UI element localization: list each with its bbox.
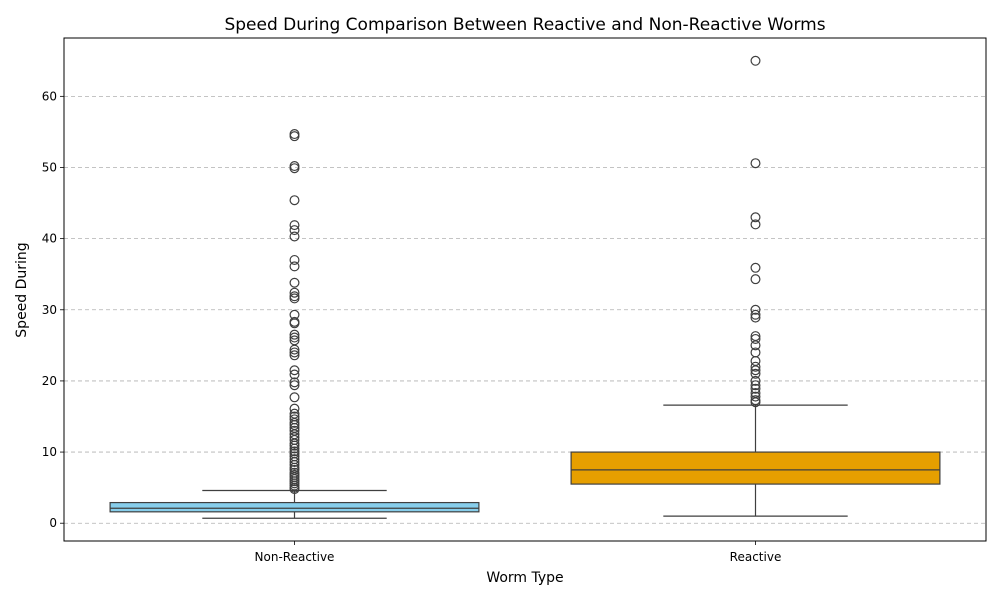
outlier-point: [289, 459, 300, 470]
outlier-point: [750, 383, 761, 394]
outlier-point: [289, 231, 300, 242]
outlier-point: [750, 158, 761, 169]
outlier-point: [750, 361, 761, 372]
outlier-point: [289, 403, 300, 414]
iqr-box: [570, 451, 941, 485]
outlier-point: [289, 332, 300, 343]
outlier-point: [289, 369, 300, 380]
outlier-point: [289, 350, 300, 361]
x-axis-ticks: Non-Reactive Reactive: [255, 541, 782, 564]
outlier-point: [289, 220, 300, 231]
outlier-point: [289, 457, 300, 468]
outlier-point: [289, 131, 300, 142]
x-axis-label: Worm Type: [486, 570, 563, 586]
y-tick-label: 10: [42, 445, 57, 459]
x-tick-label: Reactive: [730, 550, 782, 564]
outlier-point: [289, 443, 300, 454]
outlier-point: [289, 329, 300, 340]
outlier-point: [289, 195, 300, 206]
outlier-point: [750, 368, 761, 379]
box-non-reactive: [109, 129, 480, 519]
outlier-point: [750, 55, 761, 66]
outlier-point: [289, 347, 300, 358]
chart-title: Speed During Comparison Between Reactive…: [224, 15, 825, 35]
outlier-point: [289, 163, 300, 174]
outlier-point: [750, 219, 761, 230]
outlier-point: [750, 340, 761, 351]
outlier-point: [289, 365, 300, 376]
outlier-point: [750, 274, 761, 285]
outlier-point: [750, 304, 761, 315]
y-tick-label: 60: [42, 89, 57, 103]
outlier-point: [289, 254, 300, 265]
box-reactive: [570, 55, 941, 517]
y-tick-label: 20: [42, 374, 57, 388]
y-axis-label: Speed During: [14, 242, 30, 337]
outlier-point: [289, 293, 300, 304]
outlier-point: [750, 312, 761, 323]
outlier-point: [289, 377, 300, 388]
outlier-point: [289, 277, 300, 288]
outlier-point: [750, 333, 761, 344]
y-tick-label: 30: [42, 303, 57, 317]
y-tick-label: 50: [42, 160, 57, 174]
outlier-point: [289, 318, 300, 329]
outlier-point: [750, 365, 761, 376]
outlier-point: [289, 392, 300, 403]
outlier-point: [289, 225, 300, 236]
outlier-point: [750, 397, 761, 408]
outlier-point: [750, 391, 761, 402]
outlier-point: [289, 261, 300, 272]
outlier-point: [289, 484, 300, 495]
y-tick-label: 40: [42, 232, 57, 246]
y-axis-ticks: 0 10 20 30 40 50 60: [42, 89, 64, 530]
plot-frame: [63, 37, 987, 542]
outlier-point: [289, 344, 300, 355]
outlier-point: [750, 375, 761, 386]
outlier-point: [750, 262, 761, 273]
x-tick-label: Non-Reactive: [255, 550, 335, 564]
y-tick-label: 0: [49, 516, 57, 530]
boxes-layer: [109, 55, 941, 519]
outlier-point: [750, 212, 761, 223]
iqr-box: [109, 501, 480, 513]
outlier-point: [750, 380, 761, 391]
outlier-point: [289, 287, 300, 298]
outlier-point: [289, 380, 300, 391]
outlier-point: [750, 309, 761, 320]
outlier-point: [289, 440, 300, 451]
